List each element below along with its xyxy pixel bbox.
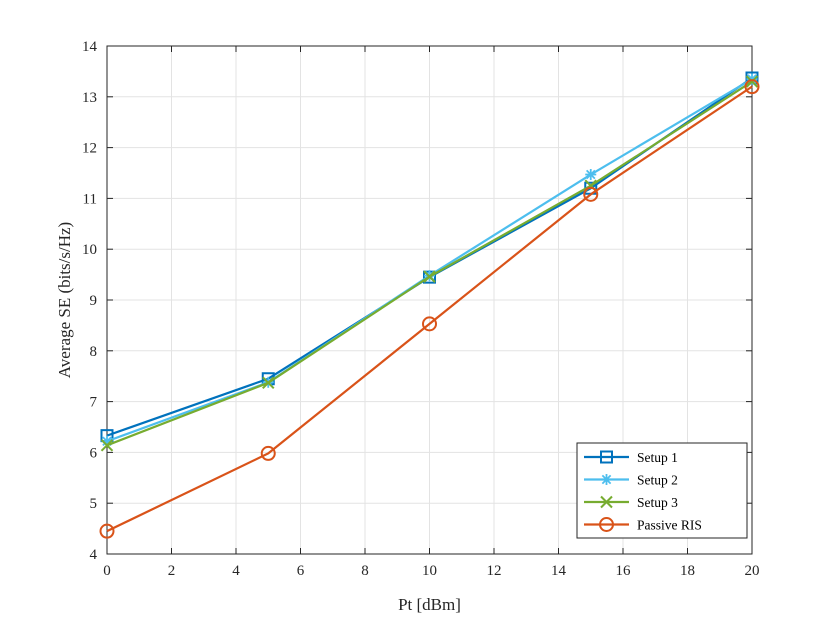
x-tick-label: 4 bbox=[232, 563, 240, 579]
marker-stroke bbox=[262, 376, 275, 390]
y-tick-label: 4 bbox=[90, 547, 98, 563]
legend-item: Passive RIS bbox=[584, 517, 702, 533]
legend-marker bbox=[600, 450, 613, 464]
legend-marker bbox=[600, 495, 613, 509]
x-tick-label: 0 bbox=[103, 563, 111, 579]
marker-stroke bbox=[600, 495, 613, 509]
legend: Setup 1 Setup 2 Setup 3 Passive RIS bbox=[576, 442, 748, 539]
legend-box bbox=[576, 442, 748, 539]
legend-item: Setup 3 bbox=[584, 495, 678, 510]
legend-label: Setup 2 bbox=[637, 473, 678, 488]
series-setup-3 bbox=[100, 75, 759, 452]
data-point bbox=[423, 270, 436, 283]
series-passive-ris bbox=[99, 79, 760, 539]
y-tick-label: 7 bbox=[90, 395, 98, 411]
x-tick-label: 2 bbox=[168, 563, 176, 579]
series-layer bbox=[99, 71, 760, 539]
y-tick-label: 14 bbox=[82, 39, 98, 55]
y-tick-label: 6 bbox=[90, 445, 98, 461]
x-tick-label: 6 bbox=[297, 563, 305, 579]
y-tick-label: 10 bbox=[82, 242, 97, 258]
x-tick-label: 12 bbox=[487, 563, 502, 579]
data-point bbox=[744, 79, 760, 95]
data-point bbox=[585, 169, 597, 181]
data-point bbox=[99, 523, 115, 539]
y-tick-label: 5 bbox=[90, 496, 98, 512]
data-point bbox=[422, 316, 437, 332]
x-tick-label: 16 bbox=[616, 563, 632, 579]
legend-label: Setup 3 bbox=[637, 495, 678, 510]
y-tick-label: 13 bbox=[82, 90, 97, 106]
marker-stroke bbox=[102, 436, 112, 446]
y-tick-label: 12 bbox=[82, 141, 97, 157]
data-point bbox=[100, 439, 114, 452]
data-point bbox=[260, 445, 276, 461]
marker-stroke bbox=[100, 439, 114, 452]
marker-stroke bbox=[601, 474, 612, 485]
y-axis-label: Average SE (bits/s/Hz) bbox=[55, 222, 74, 378]
axis-ticks: 0 2 4 6 8 10 12 14 16 18 20 4 5 6 7 8 9 10 11 12 13 14 bbox=[82, 39, 760, 579]
data-point bbox=[745, 75, 759, 88]
marker-stroke bbox=[745, 75, 759, 88]
legend-marker bbox=[601, 474, 612, 485]
y-tick-label: 11 bbox=[83, 191, 97, 207]
legend-item: Setup 2 bbox=[584, 473, 678, 488]
legend-item: Setup 1 bbox=[584, 450, 678, 465]
x-tick-label: 10 bbox=[422, 563, 437, 579]
x-tick-label: 20 bbox=[745, 563, 760, 579]
legend-marker bbox=[599, 517, 614, 532]
legend-label: Setup 1 bbox=[637, 450, 678, 465]
marker-stroke bbox=[585, 169, 596, 180]
y-tick-label: 8 bbox=[90, 344, 98, 360]
data-point bbox=[262, 376, 275, 390]
x-tick-label: 18 bbox=[680, 563, 695, 579]
data-point bbox=[583, 186, 599, 202]
legend-label: Passive RIS bbox=[637, 518, 702, 533]
y-tick-label: 9 bbox=[90, 293, 98, 309]
marker-stroke bbox=[423, 270, 436, 283]
x-tick-label: 8 bbox=[361, 563, 369, 579]
x-tick-label: 14 bbox=[551, 563, 567, 579]
series-line bbox=[106, 85, 753, 533]
x-axis-label: Pt [dBm] bbox=[398, 595, 461, 614]
